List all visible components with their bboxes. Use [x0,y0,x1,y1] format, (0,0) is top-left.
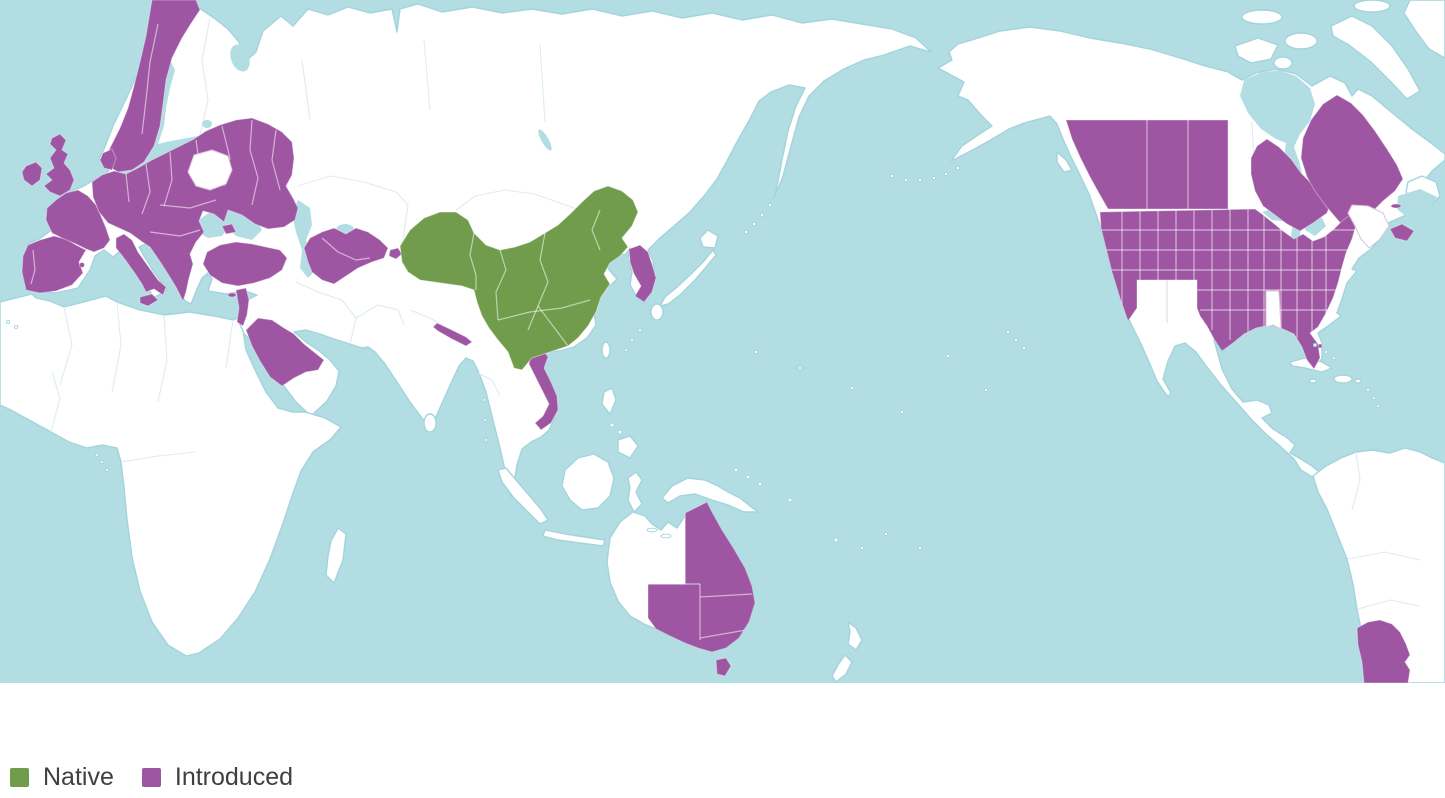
region-tasmania [715,657,732,677]
island-ellesmere [1353,0,1391,13]
island-new-guinea [661,477,759,513]
region-ireland [21,161,43,187]
island-hokkaido [699,229,719,249]
lake-baikal [538,129,552,151]
legend-item-native: Native [10,763,114,791]
island-southampton [1273,56,1293,70]
native-color-swatch [10,767,29,787]
island-sri-lanka [423,413,437,433]
landmass-greenland [1403,0,1445,59]
border-portugal-spain [30,249,36,285]
map-legend: Native Introduced [10,763,1445,791]
world-map-svg [0,0,1445,683]
region-denmark [99,148,117,171]
region-norway-sweden [105,0,201,173]
region-saudi-arabia [245,317,325,387]
island-hispaniola [1333,374,1353,384]
native-legend-label: Native [43,763,114,791]
distribution-map [0,0,1445,683]
region-caribbean-dot [1317,343,1323,349]
region-central-eastern-europe [91,117,299,302]
region-maine-newbrunswick-uncolored [1347,204,1390,249]
hudson-bay [1240,70,1315,184]
island-honshu [659,249,717,307]
white-sea [230,44,250,72]
introduced-color-swatch [141,767,161,787]
borders-china-provinces [469,209,601,347]
region-italy [115,233,167,296]
region-korea [628,244,657,303]
region-sicily [139,293,159,307]
island-vancouver [1056,151,1073,173]
region-pei [1390,203,1402,209]
country-borders-faint [50,17,1421,610]
borders-australia-states [648,513,753,640]
island-java [542,529,606,547]
lake-ladoga [202,120,212,128]
gulf-st-lawrence [1397,189,1437,219]
region-mississippi-uncolored [1265,290,1282,330]
introduced-regions-layer [21,0,1415,683]
region-patagonia [1356,619,1411,683]
region-levant [235,287,250,327]
island-baffin [1330,15,1421,100]
island-mindanao [617,435,639,459]
island-sulawesi [627,471,643,513]
region-nepal [432,322,473,347]
region-nova-scotia [1389,223,1415,242]
island-luzon [601,387,617,415]
island-borneo [561,453,615,511]
borders-canada-provinces [1146,120,1189,209]
border-norway-sweden [141,23,159,135]
region-kyrgyzstan [388,247,403,260]
island-puerto-rico [1354,378,1362,384]
region-china [399,185,639,371]
island-new-zealand-south [831,654,853,683]
island-arctic-1 [1284,32,1318,50]
introduced-legend-label: Introduced [174,763,294,791]
island-taiwan [601,341,611,359]
island-new-zealand-north [847,621,863,651]
landmass-south-america [1312,447,1445,683]
region-turkey [202,241,288,287]
region-balearics [79,262,85,268]
region-crimea [221,223,237,235]
island-arctic-2 [1241,9,1283,25]
region-united-kingdom [43,133,75,197]
region-belarus-uncolored [187,149,233,191]
small-islands [5,165,1380,551]
island-madagascar [325,527,347,584]
island-sumatra [497,467,549,525]
landmass-africa [0,293,342,657]
region-australia-east [647,501,756,653]
native-regions-layer [399,185,639,371]
island-jamaica [1308,378,1318,384]
region-cyprus [227,292,237,298]
legend-item-introduced: Introduced [141,763,294,791]
region-vietnam [528,348,559,431]
region-iberia [21,235,87,294]
border-turkmen-uzbek [321,237,371,261]
island-kyushu [650,303,664,321]
island-banks-victoria [1234,37,1279,64]
region-france [45,189,111,253]
